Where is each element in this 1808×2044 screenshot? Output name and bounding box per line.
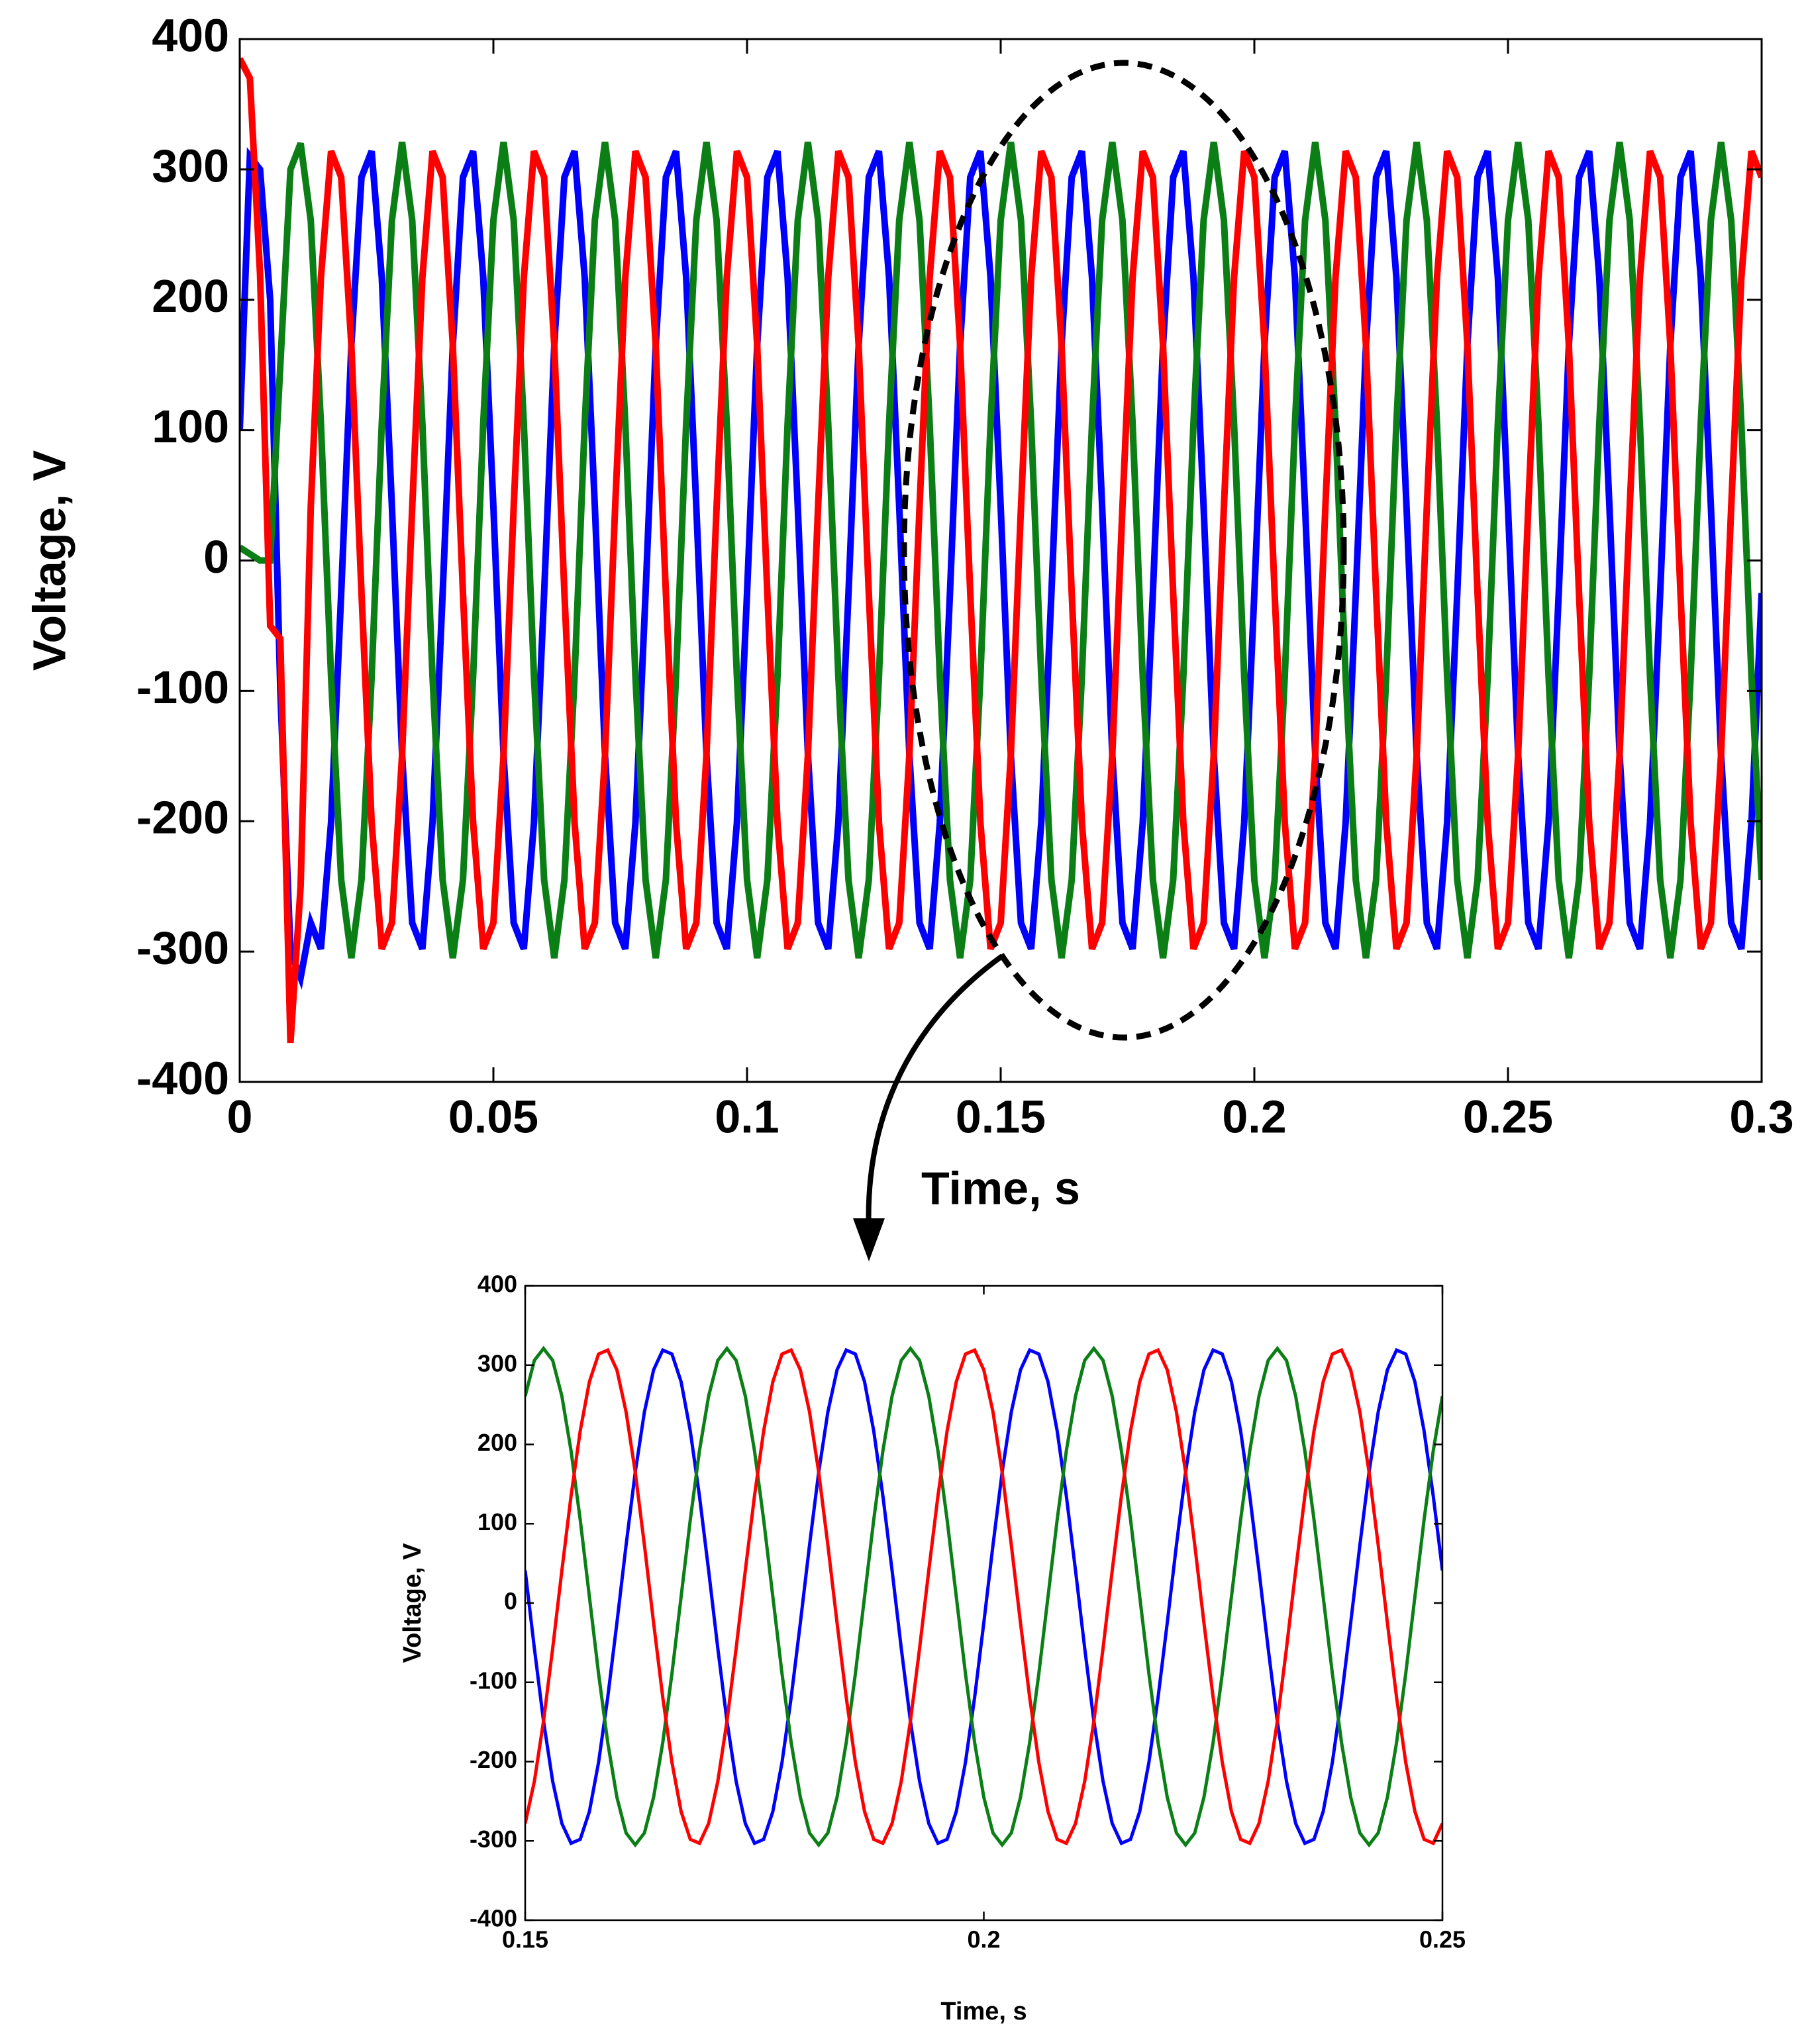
y-tick-label: -200 [470, 1746, 517, 1773]
y-tick-label: 400 [152, 9, 229, 61]
x-tick-label: 0.25 [1419, 1926, 1466, 1953]
y-tick-label: -100 [470, 1667, 517, 1694]
series-line [240, 141, 1762, 959]
y-tick-label: 0 [203, 531, 229, 583]
y-tick-label: 400 [477, 1271, 517, 1298]
x-tick-label: 0.05 [448, 1091, 538, 1142]
x-tick-label: 0 [227, 1091, 253, 1142]
y-tick-label: -400 [136, 1052, 229, 1104]
y-tick-label: -400 [470, 1905, 517, 1932]
y-tick-label: 300 [477, 1349, 517, 1377]
series-line [525, 1347, 1442, 1846]
series-line [240, 147, 1762, 990]
y-tick-label: 200 [152, 270, 229, 322]
y-tick-label: -300 [470, 1825, 517, 1853]
zoom-ellipse [901, 60, 1347, 1041]
plot-lines [525, 1345, 1442, 1848]
x-tick-label: 0.1 [715, 1091, 779, 1142]
y-axis-label: Voltage, V [23, 450, 75, 671]
plot-lines [240, 57, 1762, 1044]
x-tick-label: 0.3 [1729, 1091, 1793, 1142]
x-tick-label: 0.2 [1222, 1091, 1286, 1142]
y-tick-label: 300 [152, 140, 229, 191]
x-axis-label: Time, s [921, 1162, 1080, 1214]
x-tick-label: 0.25 [1463, 1091, 1553, 1142]
y-tick-label: 100 [477, 1508, 517, 1535]
y-axis-label: Voltage, V [399, 1543, 427, 1663]
x-tick-label: 0.15 [956, 1091, 1046, 1142]
series-line [525, 1347, 1442, 1846]
y-tick-label: -200 [136, 792, 229, 844]
series-line [525, 1345, 1442, 1848]
y-tick-label: 0 [504, 1588, 517, 1615]
zoom-arrow [866, 953, 1004, 1232]
y-tick-label: -300 [136, 922, 229, 974]
y-tick-label: 200 [477, 1429, 517, 1456]
plot-area [525, 1286, 1442, 1920]
x-tick-label: 0.15 [502, 1926, 548, 1953]
series-line [240, 57, 1762, 1044]
y-tick-label: -100 [136, 661, 229, 713]
y-tick-label: 100 [152, 401, 229, 452]
plots: 0 0.05 0.1 0.15 0.2 0.25 0.3 -400 -300 -200 -100 0 1… [23, 9, 1793, 2025]
x-axis-label: Time, s [940, 1998, 1027, 2025]
x-tick-label: 0.2 [967, 1926, 1000, 1953]
zoom-arrow-head [853, 1218, 885, 1261]
